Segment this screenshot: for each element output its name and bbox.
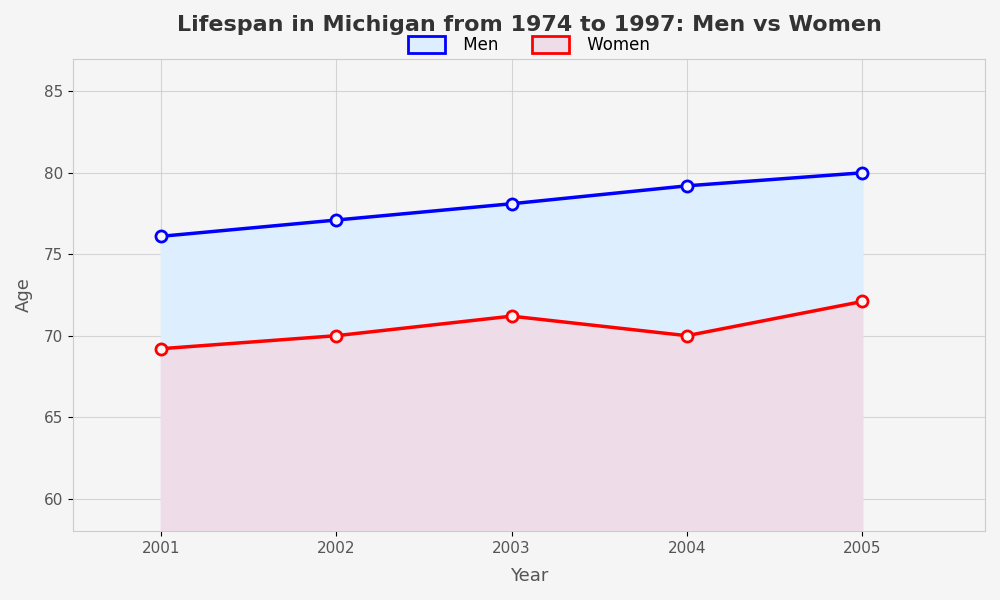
Title: Lifespan in Michigan from 1974 to 1997: Men vs Women: Lifespan in Michigan from 1974 to 1997: … [177,15,882,35]
X-axis label: Year: Year [510,567,548,585]
Legend:  Men,  Women: Men, Women [402,29,657,61]
Y-axis label: Age: Age [15,278,33,313]
